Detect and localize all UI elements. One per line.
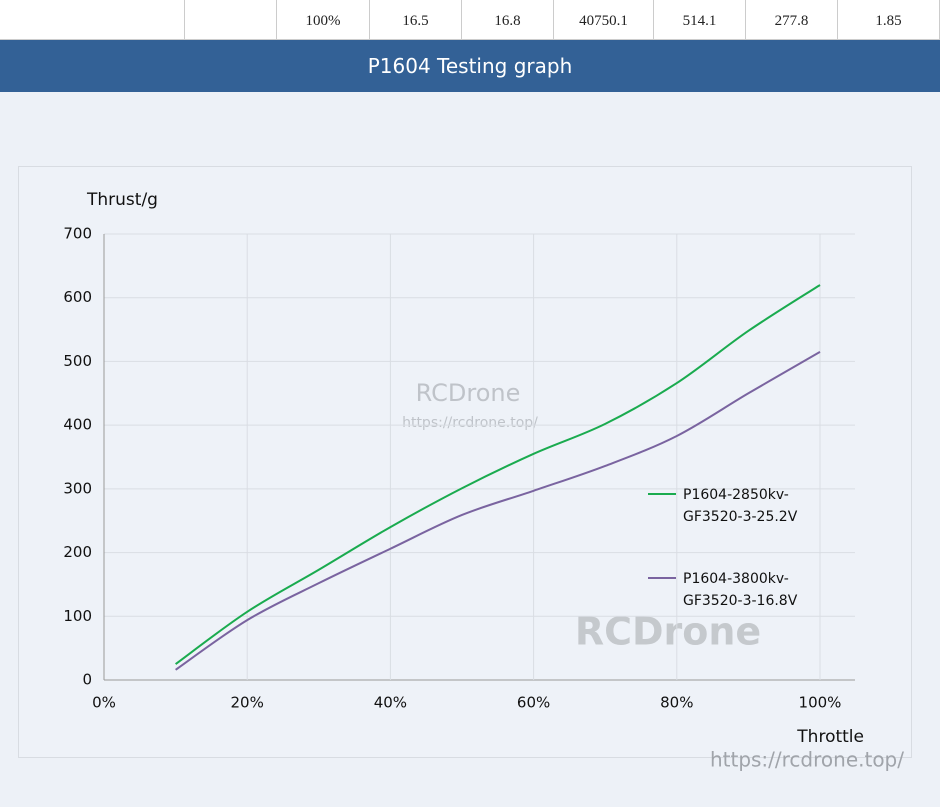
- x-tick-label: 80%: [660, 694, 693, 712]
- series-line: [175, 351, 821, 671]
- x-tick-label: 0%: [92, 694, 116, 712]
- table-cell: 16.8: [462, 0, 554, 40]
- y-tick-label: 200: [63, 543, 92, 561]
- x-axis-label: Throttle: [796, 727, 864, 747]
- watermark: RCDrone: [416, 379, 521, 407]
- x-tick-label: 100%: [799, 694, 842, 712]
- series-line: [175, 284, 821, 665]
- x-tick-label: 60%: [517, 694, 550, 712]
- table-cell: 16.5: [370, 0, 462, 40]
- y-tick-label: 500: [63, 352, 92, 370]
- y-tick-label: 700: [63, 225, 92, 243]
- chart-frame: [18, 166, 912, 758]
- legend-label: P1604-2850kv-GF3520-3-25.2V: [683, 487, 798, 525]
- watermark: https://rcdrone.top/: [710, 748, 904, 772]
- table-cell: 40750.1: [554, 0, 654, 40]
- x-tick-label: 40%: [374, 694, 407, 712]
- y-tick-label: 100: [63, 607, 92, 625]
- watermark: RCDrone: [575, 610, 761, 654]
- table-cell: 277.8: [746, 0, 838, 40]
- y-tick-label: 400: [63, 416, 92, 434]
- table-cell: 514.1: [654, 0, 746, 40]
- x-tick-label: 20%: [231, 694, 264, 712]
- watermark: https://rcdrone.top/: [402, 415, 538, 431]
- legend-label: P1604-3800kv-GF3520-3-16.8V: [683, 571, 798, 609]
- table-cell: [185, 0, 277, 40]
- y-tick-label: 600: [63, 288, 92, 306]
- y-tick-label: 0: [82, 671, 92, 689]
- y-tick-label: 300: [63, 479, 92, 497]
- table-cell: 100%: [277, 0, 370, 40]
- y-axis-label: Thrust/g: [86, 190, 158, 210]
- table-row: 100% 16.5 16.8 40750.1 514.1 277.8 1.85: [0, 0, 940, 40]
- banner-title: P1604 Testing graph: [0, 40, 940, 92]
- table-cell: [0, 0, 185, 40]
